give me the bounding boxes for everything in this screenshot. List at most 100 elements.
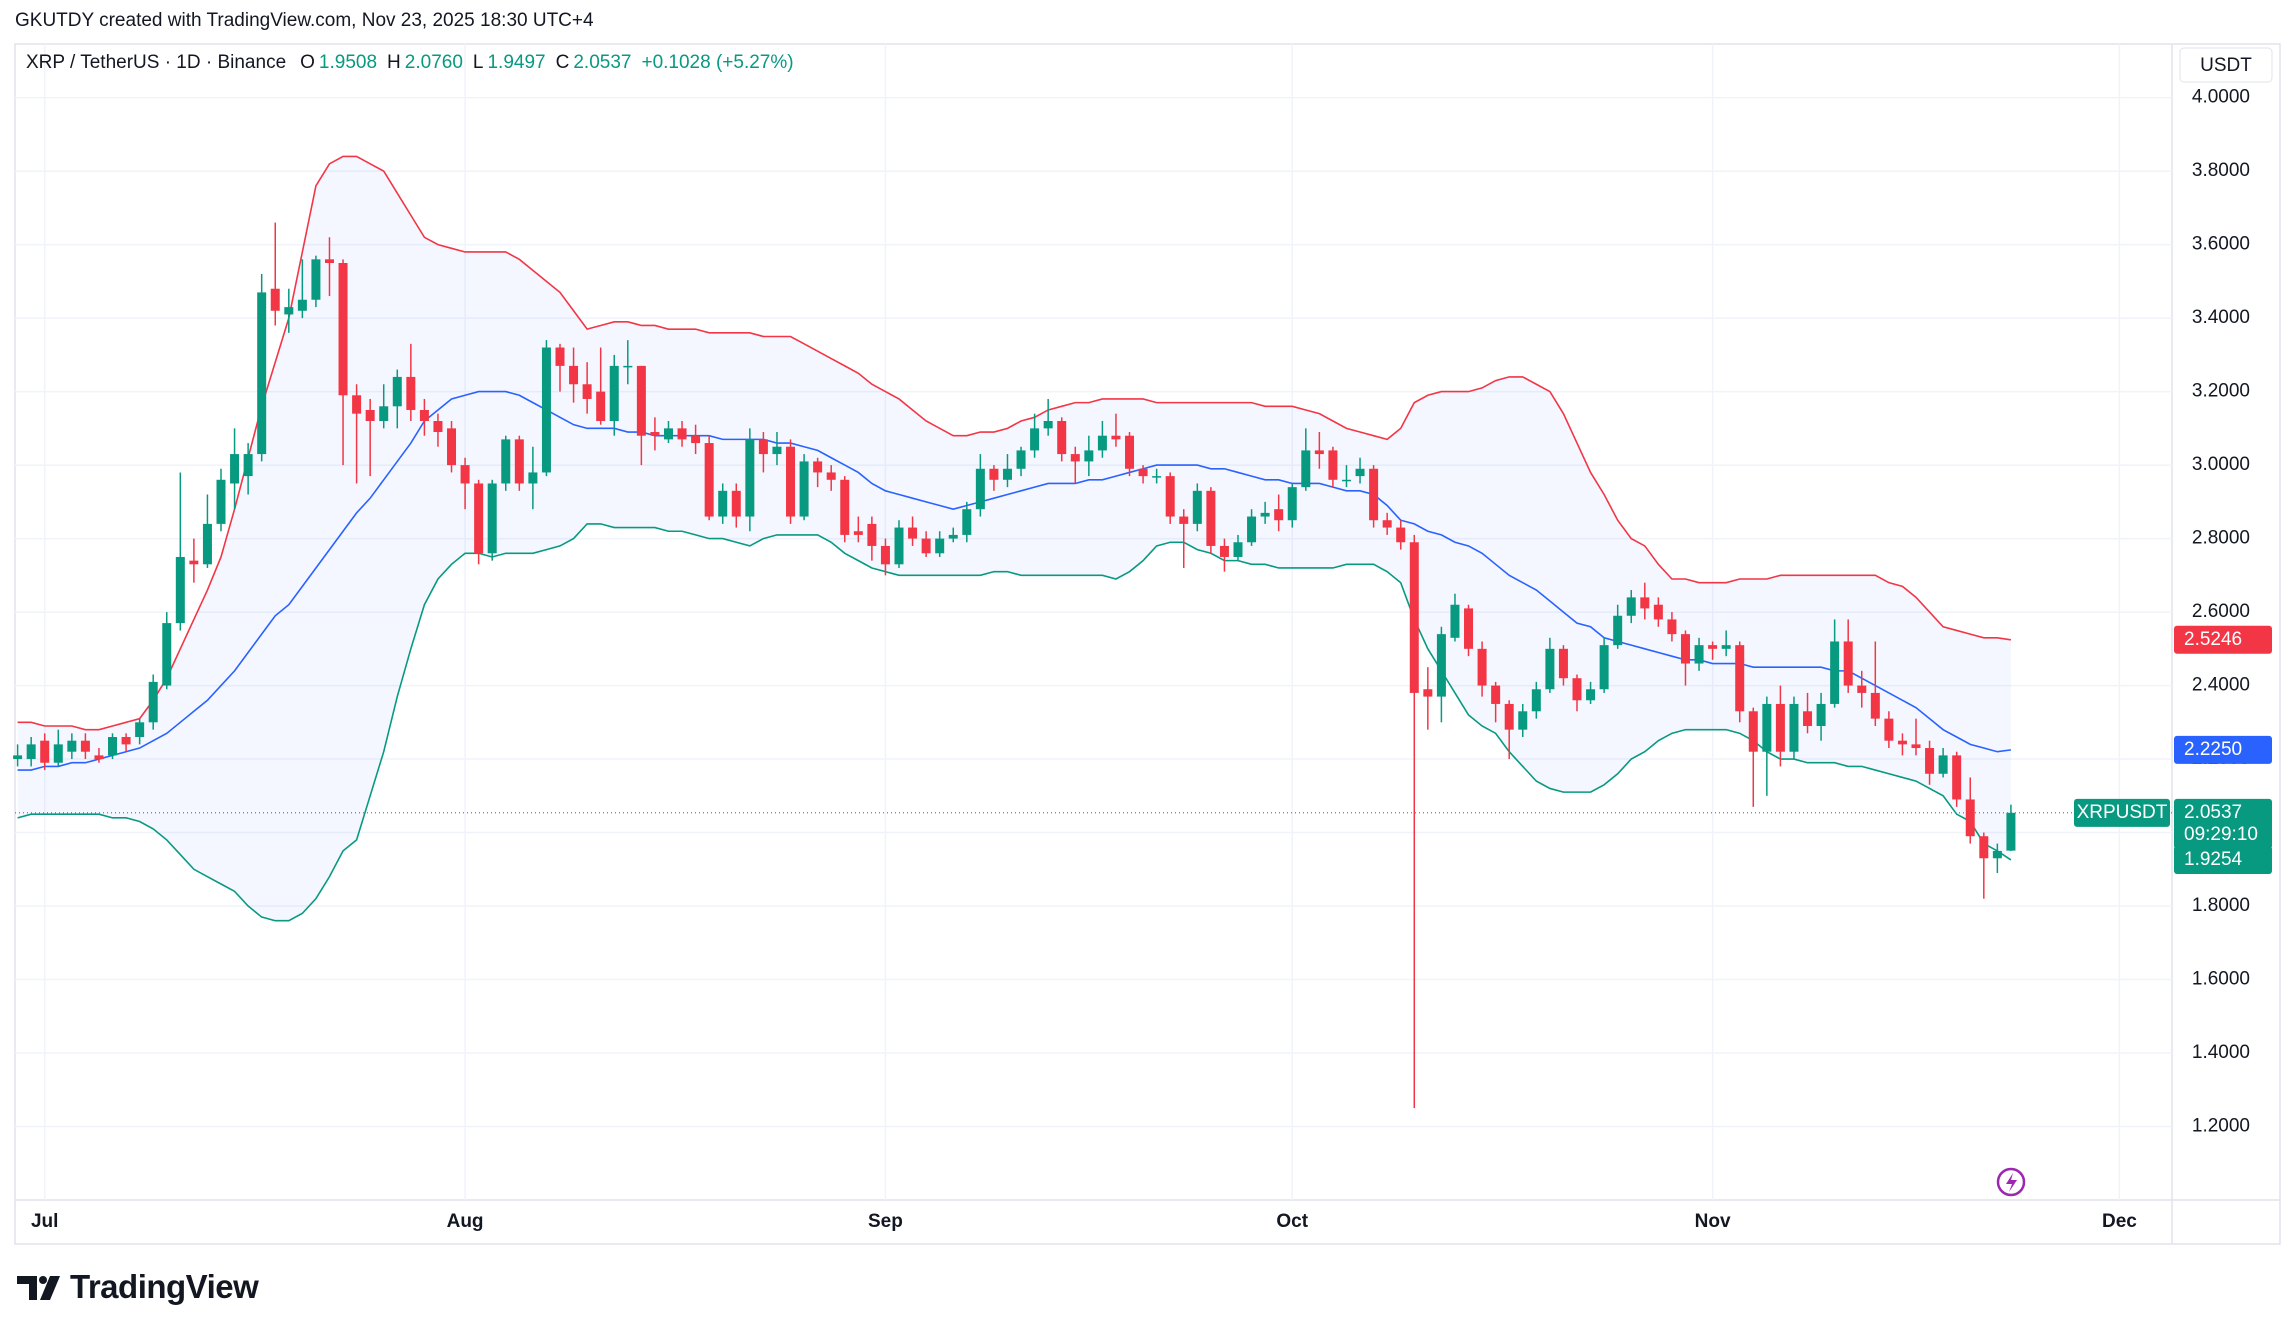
candle-body xyxy=(1870,692,1880,719)
candle-body xyxy=(447,428,457,466)
candle-body xyxy=(1436,634,1446,697)
candle-body xyxy=(636,365,646,436)
candle-body xyxy=(53,744,63,763)
candle-body xyxy=(1680,634,1690,664)
candle-body xyxy=(80,740,90,752)
candle-body xyxy=(1640,597,1650,609)
candle-body xyxy=(989,468,999,480)
candle-body xyxy=(406,376,416,410)
candle-body xyxy=(1748,711,1758,752)
y-tick-label: 4.0000 xyxy=(2192,87,2250,108)
candle-body xyxy=(1247,516,1257,543)
legend-text: 2.0760 xyxy=(404,52,463,73)
candle-body xyxy=(1464,608,1474,649)
candle-body xyxy=(745,439,755,517)
candle-body xyxy=(1491,685,1501,704)
grid xyxy=(15,44,2172,1200)
candle-body xyxy=(528,472,538,484)
x-tick-label: Aug xyxy=(447,1211,484,1232)
y-tick-label: 3.2000 xyxy=(2192,381,2250,402)
y-tick-label: 3.6000 xyxy=(2192,234,2250,255)
candle-body xyxy=(1274,509,1284,521)
y-tick-label: 2.6000 xyxy=(2192,601,2250,622)
candle-body xyxy=(704,443,714,517)
legend-text: 1.9508 xyxy=(318,52,378,73)
price-label: 2.5246 xyxy=(2184,629,2242,650)
candle-body xyxy=(1396,527,1406,543)
candle-body xyxy=(1030,428,1040,451)
legend-text: O xyxy=(300,52,315,73)
candle-body xyxy=(474,483,484,554)
legend-text: XRP / TetherUS · 1D · Binance xyxy=(26,52,287,73)
candle-body xyxy=(419,409,429,422)
candle-body xyxy=(840,479,850,535)
y-tick-label: 1.4000 xyxy=(2192,1042,2250,1063)
currency-box[interactable] xyxy=(2179,47,2273,83)
candle-body xyxy=(1613,615,1623,646)
candle-body xyxy=(1260,512,1270,517)
candle-body xyxy=(1477,648,1487,686)
legend-text: 1.9497 xyxy=(487,52,546,73)
legend-text: +0.1028 (+5.27%) xyxy=(641,52,794,73)
candle-body xyxy=(1843,641,1853,686)
candle-body xyxy=(379,406,389,422)
candle-body xyxy=(257,292,267,455)
candle-body xyxy=(1341,479,1351,482)
candle-body xyxy=(284,307,294,315)
candle-body xyxy=(1775,703,1785,752)
candle-body xyxy=(1423,689,1433,697)
candle-body xyxy=(67,740,77,752)
candle-body xyxy=(691,435,701,444)
last-price-box xyxy=(2174,798,2272,849)
candle-body xyxy=(555,347,565,366)
y-tick-label: 1.2000 xyxy=(2192,1116,2250,1137)
y-tick-label: 1.6000 xyxy=(2192,969,2250,990)
candle-body xyxy=(1219,545,1229,557)
candle-body xyxy=(935,538,945,554)
legend-text: C xyxy=(555,52,570,73)
x-tick-label: Nov xyxy=(1695,1211,1731,1232)
candle-body xyxy=(1152,476,1162,478)
candle-body xyxy=(1016,450,1026,469)
candle-body xyxy=(1667,619,1677,635)
legend-text: L xyxy=(472,52,484,73)
band-line xyxy=(17,390,2012,771)
price-label-box xyxy=(2174,735,2272,764)
x-tick-label: Jul xyxy=(31,1211,58,1232)
candle-body xyxy=(1653,604,1663,620)
candle-body xyxy=(1192,490,1202,524)
candle-body xyxy=(1409,542,1419,693)
candle-body xyxy=(1803,711,1813,726)
candle-body xyxy=(1721,645,1731,649)
y-tick-label: 1.8000 xyxy=(2192,895,2250,916)
last-price-label: 2.0537 xyxy=(2184,802,2242,823)
candle-body xyxy=(94,755,104,760)
x-tick-label: Oct xyxy=(1276,1211,1308,1232)
band-line xyxy=(17,155,2012,731)
candle-body xyxy=(962,509,972,535)
candle-body xyxy=(1111,435,1121,440)
candle-body xyxy=(1097,435,1107,451)
candle-body xyxy=(1762,703,1772,752)
candle-body xyxy=(433,421,443,433)
candle-body xyxy=(569,365,579,385)
candle-body xyxy=(1233,542,1243,557)
candle-body xyxy=(1830,641,1840,704)
brand-logo xyxy=(17,1276,60,1300)
candle-body xyxy=(1599,645,1609,690)
candle-body xyxy=(501,439,511,484)
candle-body xyxy=(1002,468,1012,480)
candle-body xyxy=(324,259,334,264)
legend-text: 2.0537 xyxy=(573,52,632,73)
legend-text: H xyxy=(387,52,401,73)
candle-body xyxy=(175,556,185,624)
candle-body xyxy=(311,259,321,300)
candle-body xyxy=(1735,645,1745,712)
candle-body xyxy=(13,755,23,760)
y-tick-label: 3.0000 xyxy=(2192,454,2250,475)
price-label: 1.9254 xyxy=(2184,849,2243,870)
candle-body xyxy=(1504,703,1514,730)
symbol-label: XRPUSDT xyxy=(2077,802,2168,823)
clock-icon[interactable] xyxy=(1996,1167,2026,1197)
